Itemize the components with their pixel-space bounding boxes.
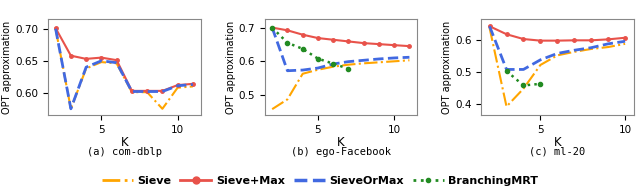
Y-axis label: OPT approximation: OPT approximation	[225, 21, 236, 114]
Legend: Sieve, Sieve+Max, SieveOrMax, BranchingMRT: Sieve, Sieve+Max, SieveOrMax, BranchingM…	[97, 171, 543, 190]
X-axis label: K: K	[120, 136, 128, 149]
Y-axis label: OPT approximation: OPT approximation	[442, 21, 452, 114]
Y-axis label: OPT approximation: OPT approximation	[3, 21, 12, 114]
Title: (a) com-dblp: (a) com-dblp	[87, 147, 162, 157]
Title: (b) ego-Facebook: (b) ego-Facebook	[291, 147, 391, 157]
Title: (c) ml-20: (c) ml-20	[529, 147, 586, 157]
X-axis label: K: K	[554, 136, 561, 149]
X-axis label: K: K	[337, 136, 344, 149]
